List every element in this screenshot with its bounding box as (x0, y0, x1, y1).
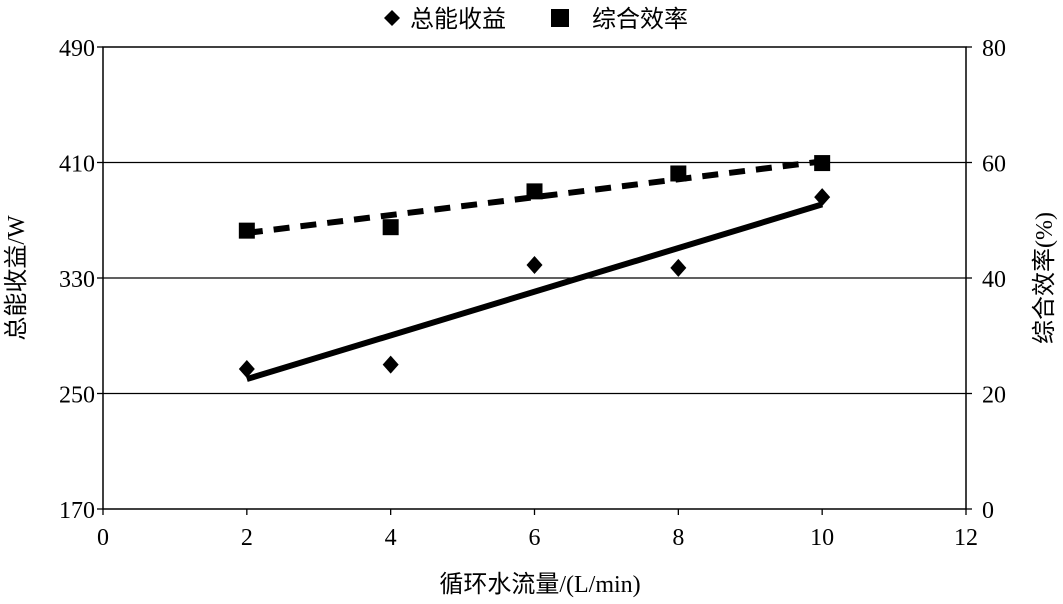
y-right-tick-label: 60 (982, 152, 1006, 178)
x-tick-label: 10 (810, 525, 834, 551)
legend: 总能收益 综合效率 (384, 6, 688, 33)
y-left-tick-label: 250 (59, 383, 95, 409)
data-point-square (814, 155, 831, 172)
x-tick-label: 0 (97, 525, 109, 551)
data-point-square (238, 222, 255, 239)
y-axis-right-label: 综合效率(%) (1031, 212, 1058, 344)
x-tick-label: 2 (241, 525, 253, 551)
x-tick-label: 12 (954, 525, 978, 551)
y-left-tick-label: 330 (59, 267, 95, 293)
y-right-tick-label: 0 (982, 498, 994, 524)
x-tick-label: 4 (385, 525, 397, 551)
data-point-diamond (238, 359, 255, 378)
data-point-diamond (382, 355, 399, 374)
data-point-diamond (814, 188, 831, 207)
data-point-diamond (670, 258, 687, 277)
y-left-tick-label: 490 (59, 36, 95, 62)
trendline-1 (245, 201, 824, 382)
y-axis-left-label: 总能收益/W (3, 215, 30, 341)
x-axis-label: 循环水流量/(L/min) (439, 571, 640, 598)
y-right-tick-label: 20 (982, 383, 1006, 409)
trendline-2 (246, 158, 823, 236)
x-tick-label: 6 (529, 525, 541, 551)
y-left-tick-label: 410 (59, 152, 95, 178)
legend-diamond-icon (384, 10, 400, 26)
x-tick-label: 8 (672, 525, 684, 551)
data-point-square (382, 219, 399, 236)
y-right-tick-label: 40 (982, 267, 1006, 293)
y-right-tick-label: 80 (982, 36, 1006, 62)
y-left-tick-label: 170 (59, 498, 95, 524)
trendlines (245, 158, 824, 382)
data-point-square (670, 165, 687, 182)
data-point-square (526, 183, 543, 200)
legend-label-series-2: 综合效率 (592, 6, 688, 33)
data-points (238, 155, 831, 378)
axis-ticks: 170 250 330 410 490 0 20 40 60 80 0 2 4 6 8 10 12 (59, 36, 1006, 551)
legend-square-icon (551, 9, 569, 27)
data-point-diamond (526, 256, 543, 275)
legend-label-series-1: 总能收益 (410, 6, 506, 33)
